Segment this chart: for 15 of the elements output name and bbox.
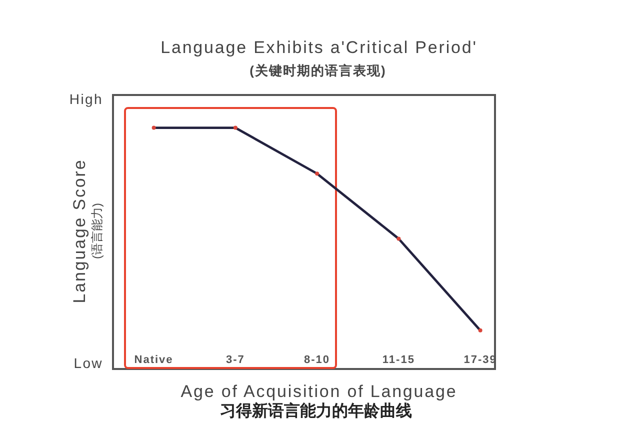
chart-subtitle: (关键时期的语言表现)	[250, 63, 386, 78]
x-axis-title: Age of Acquisition of Language 习得新语言能力的年龄曲线	[180, 382, 458, 420]
point	[315, 172, 320, 176]
point	[396, 236, 401, 241]
chart-title: Language Exhibits a'Critical Period'	[160, 38, 478, 57]
point	[152, 126, 156, 130]
x-tick-label: Native	[134, 354, 174, 366]
x-tick-label: 3-7	[226, 354, 245, 366]
x-tick-label: 8-10	[304, 354, 330, 366]
x-tick-label: 11-15	[382, 354, 415, 366]
point	[233, 126, 238, 130]
text: Low	[74, 355, 103, 371]
text: High	[69, 91, 103, 107]
point	[478, 328, 482, 332]
y-axis-title: Language Score (语言能力)	[70, 158, 104, 304]
